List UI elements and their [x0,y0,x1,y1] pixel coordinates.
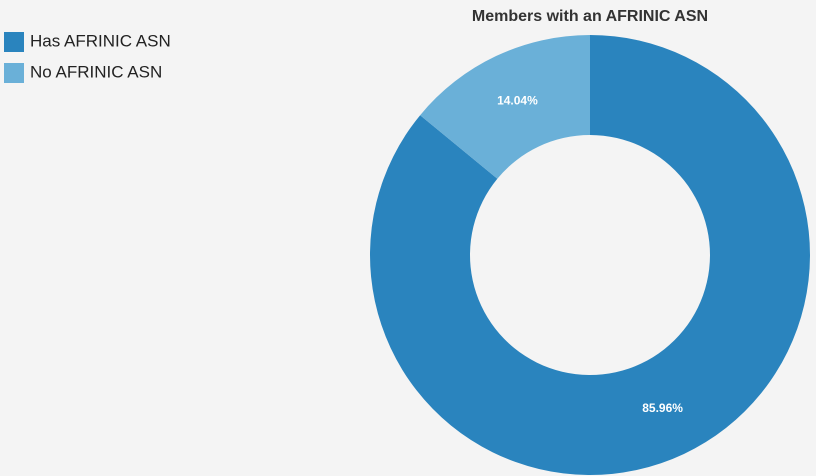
value-label: 14.04% [497,93,538,107]
chart-title: Members with an AFRINIC ASN [472,8,708,25]
legend-swatch [4,63,24,83]
legend-label: Has AFRINIC ASN [30,31,171,50]
legend-label: No AFRINIC ASN [30,62,162,81]
value-label: 85.96% [642,401,683,415]
donut-slice [420,35,590,179]
legend-swatch [4,32,24,52]
donut-slice [369,35,811,475]
